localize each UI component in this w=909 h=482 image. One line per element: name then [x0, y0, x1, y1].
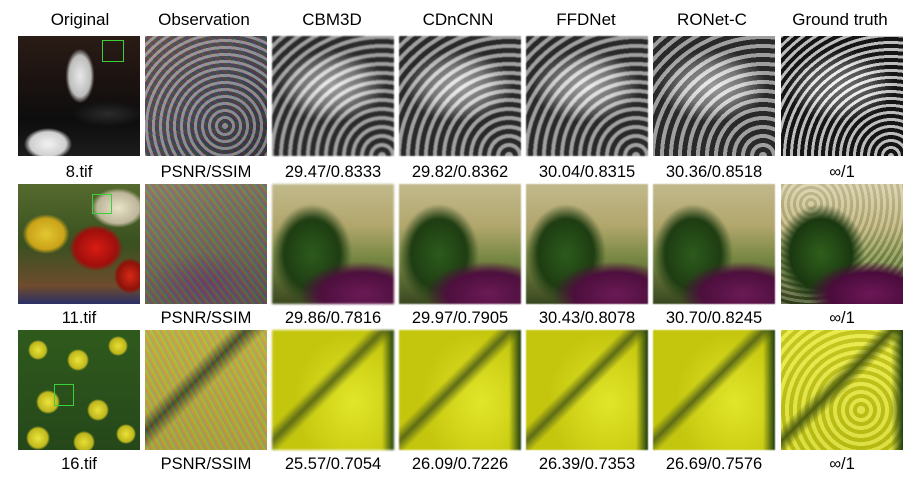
filename-11: 11.tif — [61, 309, 97, 327]
zoom-region-box — [102, 40, 124, 62]
score-ground-truth: ∞/1 — [829, 455, 855, 473]
score-ffdnet: 30.04/0.8315 — [538, 163, 636, 181]
image-ground-truth-11 — [781, 184, 903, 304]
image-cdncnn-11 — [399, 184, 521, 304]
score-ronet-c: 30.70/0.8245 — [665, 309, 763, 327]
score-cdncnn: 29.97/0.7905 — [411, 309, 509, 327]
header-cdncnn: CDnCNN — [422, 10, 494, 29]
header-observation: Observation — [158, 10, 250, 29]
image-ground-truth-8 — [781, 36, 903, 156]
metric-label: PSNR/SSIM — [160, 309, 252, 327]
score-ronet-c: 26.69/0.7576 — [665, 455, 763, 473]
image-ronet-c-16 — [653, 330, 775, 450]
header-cbm3d: CBM3D — [302, 10, 362, 29]
score-cdncnn: 26.09/0.7226 — [411, 455, 509, 473]
header-ground-truth: Ground truth — [792, 10, 888, 29]
filename-16: 16.tif — [61, 455, 97, 473]
image-cdncnn-16 — [399, 330, 521, 450]
image-ronet-c-11 — [653, 184, 775, 304]
image-cbm3d-16 — [272, 330, 394, 450]
image-ffdnet-11 — [526, 184, 648, 304]
header-ronet-c: RONet-C — [677, 10, 747, 29]
image-cdncnn-8 — [399, 36, 521, 156]
score-cbm3d: 29.47/0.8333 — [284, 163, 382, 181]
metric-label: PSNR/SSIM — [160, 455, 252, 473]
image-ronet-c-8 — [653, 36, 775, 156]
image-observation-11 — [145, 184, 267, 304]
image-original-11 — [18, 184, 140, 304]
score-cbm3d: 29.86/0.7816 — [284, 309, 382, 327]
score-ground-truth: ∞/1 — [829, 163, 855, 181]
score-cdncnn: 29.82/0.8362 — [411, 163, 509, 181]
header-original: Original — [50, 10, 110, 29]
metric-label: PSNR/SSIM — [160, 163, 252, 181]
score-ground-truth: ∞/1 — [829, 309, 855, 327]
score-ffdnet: 30.43/0.8078 — [538, 309, 636, 327]
zoom-region-box — [54, 384, 74, 406]
image-ffdnet-16 — [526, 330, 648, 450]
image-original-8 — [18, 36, 140, 156]
image-observation-16 — [145, 330, 267, 450]
header-ffdnet: FFDNet — [556, 10, 616, 29]
zoom-region-box — [92, 194, 112, 214]
score-cbm3d: 25.57/0.7054 — [284, 455, 382, 473]
filename-8: 8.tif — [65, 163, 93, 181]
image-ffdnet-8 — [526, 36, 648, 156]
image-ground-truth-16 — [781, 330, 903, 450]
score-ronet-c: 30.36/0.8518 — [665, 163, 763, 181]
image-original-16 — [18, 330, 140, 450]
image-cbm3d-11 — [272, 184, 394, 304]
score-ffdnet: 26.39/0.7353 — [538, 455, 636, 473]
image-cbm3d-8 — [272, 36, 394, 156]
image-observation-8 — [145, 36, 267, 156]
